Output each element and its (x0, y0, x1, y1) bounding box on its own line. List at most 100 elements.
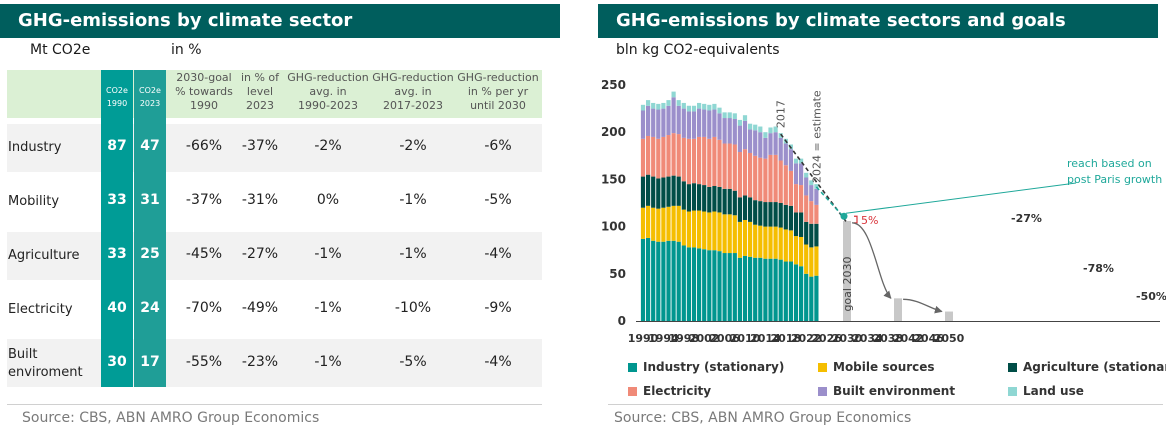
bar-segment-mobile (712, 211, 717, 251)
cell-r1990: -1% (314, 246, 342, 262)
cell-r1990: -2% (314, 138, 342, 154)
x-tick-label: 1990 (628, 332, 659, 345)
header-line: avg. in (394, 85, 432, 98)
x-tick-label: 2030 (832, 332, 863, 345)
bar-segment-electricity (691, 138, 697, 184)
bar-segment-built (651, 108, 656, 137)
cell-v1990: 87 (107, 138, 127, 154)
legend-label: Industry (stationary) (643, 360, 785, 374)
legend-swatch (1008, 363, 1017, 372)
bar-segment-mobile (727, 214, 732, 254)
legend-item-built: Built environment (818, 384, 955, 398)
legend-label: Built environment (833, 384, 956, 398)
paris-line (815, 186, 844, 217)
y-tick-label: 150 (601, 172, 626, 186)
bar-segment-built (697, 108, 702, 137)
y-tick-label: 250 (601, 78, 626, 92)
label-2017: 2017 (775, 100, 788, 128)
bar-segment-landuse (717, 107, 722, 114)
bar-segment-industry (732, 253, 737, 321)
bar-segment-industry (793, 264, 799, 321)
legend-swatch (628, 363, 637, 372)
bar-segment-electricity (712, 136, 717, 187)
cell-v1990: 40 (107, 300, 127, 316)
arrow-2040-2050 (903, 298, 943, 314)
bar-segment-agriculture (671, 175, 676, 206)
legend-label: Land use (1023, 384, 1084, 398)
bar-segment-built (661, 108, 666, 137)
bar-segment-agriculture (666, 176, 671, 207)
bar-segment-agriculture (737, 197, 742, 222)
bar-segment-mobile (778, 227, 783, 260)
bar-segment-industry (646, 237, 651, 321)
cell-r2030: -4% (484, 246, 512, 262)
bar-segment-industry (758, 257, 763, 321)
bar-segment-industry (666, 240, 671, 321)
x-tick-label: 2006 (709, 332, 740, 345)
row-label-line: Mobility (8, 194, 60, 209)
bar-segment-electricity (737, 152, 742, 198)
bar-segment-industry (768, 258, 773, 321)
legend-swatch (628, 387, 637, 396)
x-tick-label: 2022 (791, 332, 822, 345)
bar-segment-agriculture (768, 202, 773, 227)
bar-segment-agriculture (722, 188, 727, 215)
bar-segment-electricity (702, 136, 707, 186)
bar-segment-landuse (742, 115, 748, 121)
header-goal: 2030-goal% towards 1990 (170, 71, 238, 113)
bar-segment-landuse (753, 124, 758, 131)
bar-segment-industry (671, 240, 676, 321)
bar-segment-industry (722, 253, 727, 321)
bar-segment-electricity (814, 204, 819, 224)
bar-segment-mobile (742, 219, 748, 256)
header-line: avg. in (309, 85, 347, 98)
goal-bar-2040 (894, 298, 902, 321)
bar-segment-industry (712, 250, 717, 321)
bar-segment-landuse (793, 158, 799, 164)
bar-segment-electricity (671, 133, 676, 176)
cell-r2030: -4% (484, 354, 512, 370)
bar-segment-agriculture (788, 205, 793, 231)
bar-segment-agriculture (651, 176, 656, 208)
bar-segment-industry (763, 258, 768, 321)
bar-segment-mobile (656, 208, 661, 242)
goal-bar-2050 (945, 311, 953, 321)
bar-segment-agriculture (640, 176, 646, 208)
cell-v2023: 47 (140, 138, 160, 154)
bar-segment-industry (691, 247, 697, 321)
label-27pct: -27% (1011, 212, 1042, 225)
bar-segment-landuse (799, 158, 804, 164)
cell-r1990: 0% (316, 192, 340, 208)
cell-r2017: -2% (399, 138, 427, 154)
bar-segment-agriculture (793, 212, 799, 237)
header-line: in % of (240, 71, 280, 84)
bar-segment-electricity (676, 134, 681, 177)
bar-segment-industry (640, 238, 646, 321)
emissions-chart: 0501001502002501990199419982002200620102… (601, 78, 1166, 345)
bar-segment-landuse (646, 100, 651, 106)
bar-segment-mobile (646, 205, 651, 238)
left-source: Source: CBS, ABN AMRO Group Economics (22, 410, 320, 426)
legend-label: Mobile sources (833, 360, 935, 374)
bar-segment-electricity (707, 138, 712, 187)
header-line: in % per yr (467, 85, 529, 98)
bar-segment-industry (681, 245, 686, 321)
goal-bar-2030 (843, 220, 851, 321)
bar-segment-agriculture (758, 201, 763, 226)
legend-swatch (818, 387, 827, 396)
bar-segment-built (773, 132, 778, 155)
bar-segment-agriculture (661, 177, 666, 208)
cell-level: -23% (241, 354, 279, 370)
bar-segment-electricity (788, 170, 793, 206)
x-tick-label: 2014 (750, 332, 781, 345)
bar-segment-industry (742, 255, 748, 321)
bar-segment-agriculture (732, 190, 737, 216)
left-divider (7, 404, 542, 405)
bar-segment-electricity (732, 144, 737, 191)
bar-segment-industry (717, 251, 722, 321)
bar-segment-landuse (778, 133, 783, 138)
bar-segment-agriculture (804, 221, 809, 245)
cell-r2030: -6% (484, 138, 512, 154)
bar-segment-mobile (814, 246, 819, 276)
cell-v2023: 24 (140, 300, 160, 316)
